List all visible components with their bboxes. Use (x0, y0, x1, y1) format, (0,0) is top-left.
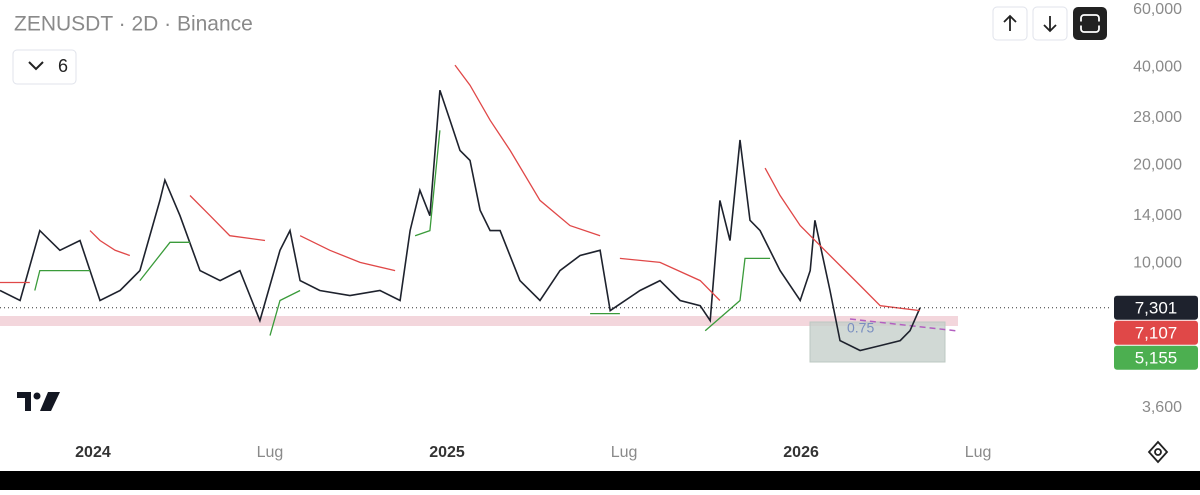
interval-value: 6 (58, 56, 68, 76)
x-tick-label: Lug (611, 444, 638, 461)
scroll-up-button[interactable] (992, 6, 1028, 41)
interval-dropdown[interactable]: 6 (12, 49, 77, 85)
scroll-down-button[interactable] (1032, 6, 1068, 41)
range-box (809, 321, 946, 363)
price-label: 7,107 (1135, 323, 1178, 342)
x-tick-label: 2025 (429, 444, 465, 461)
x-tick-label: Lug (965, 444, 992, 461)
settings-button[interactable] (1147, 440, 1169, 464)
trend-line (849, 318, 959, 332)
fullscreen-button[interactable] (1073, 7, 1107, 40)
x-tick-label: Lug (257, 444, 284, 461)
y-tick-label: 20,000 (1133, 156, 1182, 173)
y-tick-label: 28,000 (1133, 109, 1182, 126)
y-tick-label: 3,600 (1142, 399, 1182, 416)
x-tick-label: 2026 (783, 444, 819, 461)
y-tick-label: 14,000 (1133, 207, 1182, 224)
y-tick-label: 60,000 (1133, 1, 1182, 18)
tradingview-logo (17, 392, 60, 411)
y-tick-label: 40,000 (1133, 58, 1182, 75)
price-label: 7,301 (1135, 298, 1178, 317)
price-line (0, 89, 921, 352)
support-zone (0, 316, 958, 326)
x-tick-label: 2024 (75, 444, 111, 461)
bottom-strip (0, 471, 1200, 490)
y-tick-label: 10,000 (1133, 255, 1182, 272)
price-line (34, 130, 771, 336)
box-label: 0.75 (847, 320, 874, 336)
price-line (0, 64, 921, 312)
price-label-box (1114, 345, 1198, 370)
price-label-box (1114, 320, 1198, 345)
price-label: 5,155 (1135, 348, 1178, 367)
chart-title: ZENUSDT · 2D · Binance (14, 13, 253, 36)
price-label-box (1114, 295, 1198, 320)
